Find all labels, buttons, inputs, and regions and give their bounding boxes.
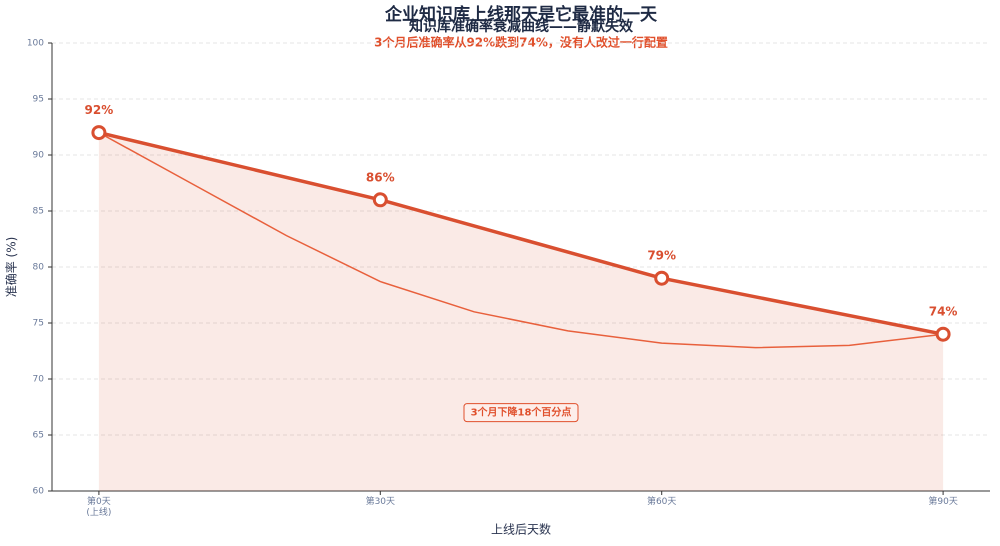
y-tick-label: 90 [33,151,45,161]
x-axis-label: 上线后天数 [491,522,551,537]
y-tick-label: 85 [33,207,44,217]
annotation: 3个月下降18个百分点 [471,406,572,419]
y-tick-label: 75 [33,319,44,329]
point [935,326,951,342]
y-tick-label: 95 [33,95,44,105]
value-label: 92% [85,103,114,117]
y-tick-label: 80 [33,263,45,273]
chart-title: 企业知识库上线那天是它最准的一天 [384,4,658,25]
decay-curve [98,131,944,349]
y-tick-label: 60 [33,487,45,497]
x-tick-label: 第90天 [928,497,958,507]
annotation-box [463,403,579,423]
value-label: 79% [647,249,676,263]
value-label: 74% [929,305,958,319]
area-fill [98,132,944,491]
point [91,125,107,141]
y-tick-label: 70 [33,375,45,385]
y-axis-label: 准确率 (%) [4,237,19,298]
point [654,270,670,286]
x-tick-label: 第60天 [646,497,677,507]
value-label: 86% [366,170,395,184]
chart-subtitle: 知识库准确率衰减曲线——静默失效 [409,18,634,35]
chart-caption: 3个月后准确率从92%跌到74%，没有人改过一行配置 [374,35,668,50]
y-tick-label: 65 [33,431,44,441]
x-tick-label: 第30天 [365,497,396,507]
line [98,130,944,336]
y-tick-label: 100 [27,39,44,49]
x-tick-label: 第0天 (上线) [86,497,112,518]
point [372,192,388,208]
